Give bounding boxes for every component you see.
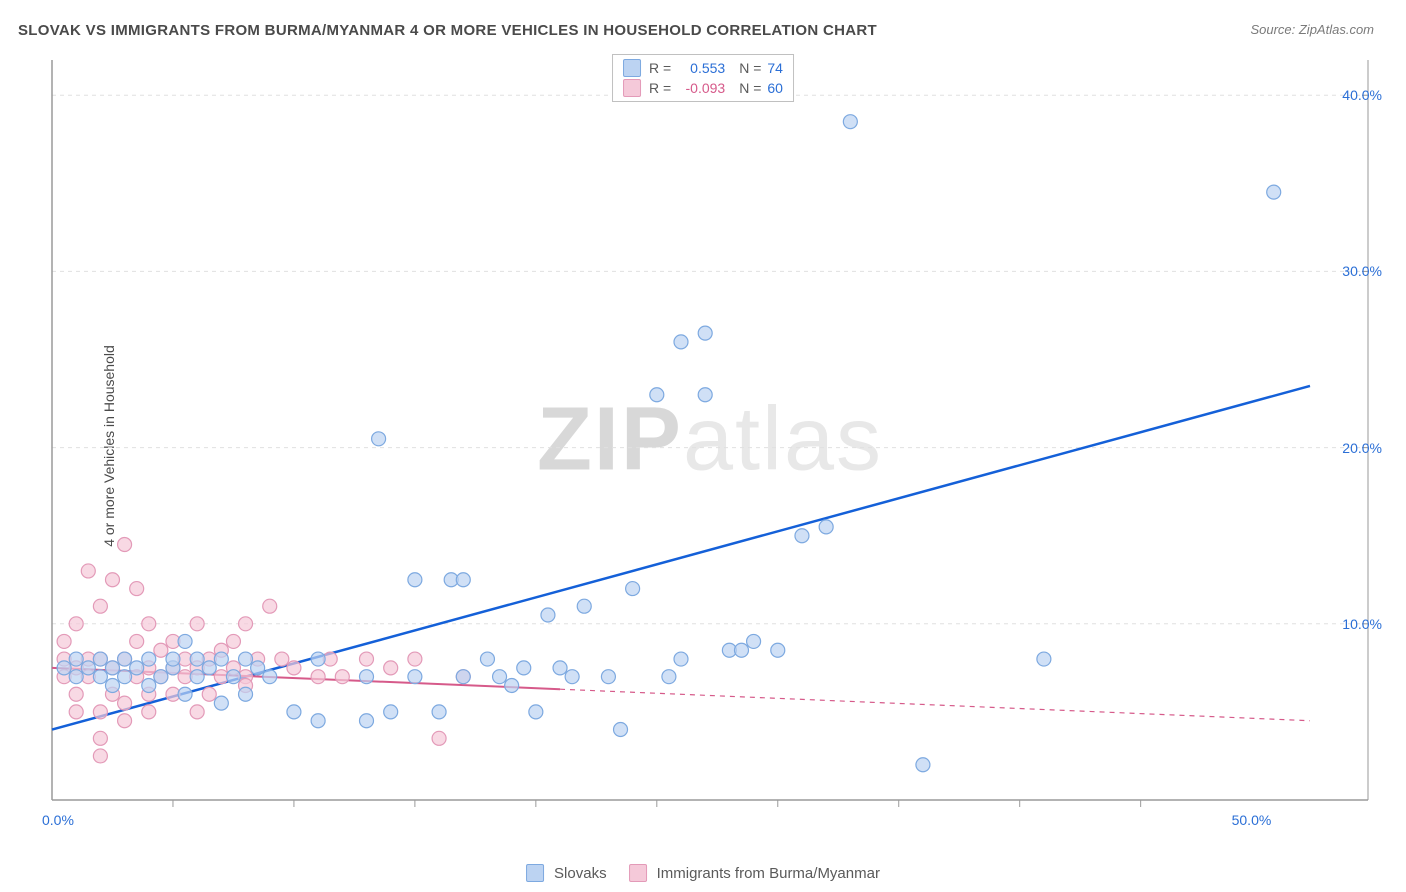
- r-value-2: -0.093: [677, 80, 725, 96]
- n-value-1: 74: [767, 60, 783, 76]
- legend-swatch-blue: [526, 864, 544, 882]
- r-label: R =: [649, 80, 671, 96]
- plot-area: ZIPatlas: [50, 50, 1370, 830]
- legend-bottom: Slovaks Immigrants from Burma/Myanmar: [526, 864, 880, 882]
- legend-row-series2: R = -0.093 N = 60: [623, 79, 783, 97]
- n-label: N =: [739, 80, 761, 96]
- chart-title: SLOVAK VS IMMIGRANTS FROM BURMA/MYANMAR …: [18, 22, 877, 39]
- y-tick-label: 30.0%: [1342, 263, 1382, 279]
- legend-swatch-pink: [623, 79, 641, 97]
- n-value-2: 60: [767, 80, 783, 96]
- r-value-1: 0.553: [677, 60, 725, 76]
- y-tick-label: 40.0%: [1342, 87, 1382, 103]
- n-label: N =: [739, 60, 761, 76]
- legend-swatch-pink: [629, 864, 647, 882]
- legend-label-series1: Slovaks: [554, 865, 607, 882]
- legend-swatch-blue: [623, 59, 641, 77]
- legend-correlation-box: R = 0.553 N = 74 R = -0.093 N = 60: [612, 54, 794, 102]
- r-label: R =: [649, 60, 671, 76]
- legend-row-series1: R = 0.553 N = 74: [623, 59, 783, 77]
- legend-label-series2: Immigrants from Burma/Myanmar: [657, 865, 880, 882]
- y-tick-label: 10.0%: [1342, 616, 1382, 632]
- x-tick-label: 50.0%: [1232, 812, 1272, 828]
- source-label: Source: ZipAtlas.com: [1250, 22, 1374, 37]
- chart-container: SLOVAK VS IMMIGRANTS FROM BURMA/MYANMAR …: [0, 0, 1406, 892]
- x-tick-label: 0.0%: [42, 812, 74, 828]
- y-tick-label: 20.0%: [1342, 440, 1382, 456]
- scatter-plot: [50, 50, 1370, 830]
